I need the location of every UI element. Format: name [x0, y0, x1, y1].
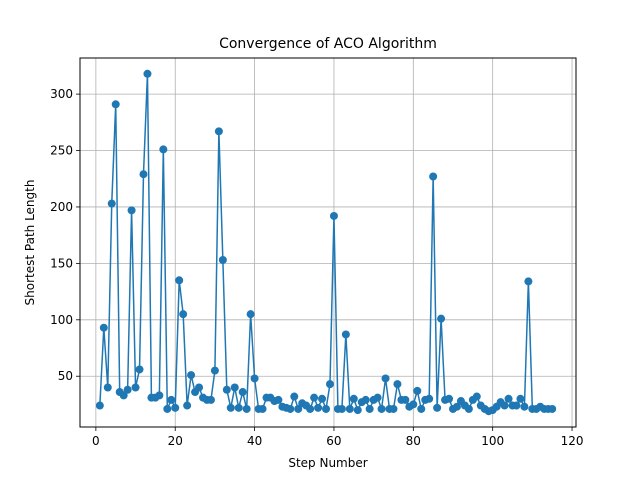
data-point — [234, 403, 243, 412]
data-point — [143, 69, 152, 78]
data-point — [445, 394, 454, 403]
data-point — [246, 310, 255, 319]
axis-ticks: 0 20 40 60 80 100 120 50 100 150 200 250 300 — [50, 87, 583, 448]
y-tick-label: 150 — [50, 256, 73, 270]
data-point — [107, 199, 116, 208]
data-point — [337, 404, 346, 413]
data-point — [381, 374, 390, 383]
data-point — [322, 404, 331, 413]
data-point — [163, 404, 172, 413]
data-point — [500, 401, 509, 410]
data-point — [341, 330, 350, 339]
data-point — [361, 395, 370, 404]
data-point — [226, 403, 235, 412]
data-point — [171, 403, 180, 412]
data-point — [159, 145, 168, 154]
data-point — [377, 404, 386, 413]
data-point — [175, 276, 184, 285]
data-point — [345, 404, 354, 413]
data-point — [123, 385, 132, 394]
data-point — [548, 404, 557, 413]
data-point — [389, 404, 398, 413]
data-point — [167, 395, 176, 404]
data-point — [218, 255, 227, 264]
data-point — [99, 323, 108, 332]
data-point — [155, 391, 164, 400]
y-tick-label: 250 — [50, 144, 73, 158]
data-point — [306, 404, 315, 413]
x-tick-label: 0 — [92, 434, 100, 448]
plot-frame — [79, 57, 577, 428]
data-point — [222, 385, 231, 394]
data-point — [314, 403, 323, 412]
data-point — [131, 383, 140, 392]
data-point — [242, 404, 251, 413]
data-point — [349, 394, 358, 403]
data-point — [409, 400, 418, 409]
data-point — [210, 366, 219, 375]
data-point — [325, 380, 334, 389]
data-point — [179, 310, 188, 319]
x-tick-label: 60 — [326, 434, 341, 448]
x-tick-label: 100 — [481, 434, 504, 448]
data-point — [413, 386, 422, 395]
data-point — [187, 371, 196, 380]
data-point — [206, 395, 215, 404]
data-point — [516, 394, 525, 403]
y-tick-label: 200 — [50, 200, 73, 214]
data-point — [429, 172, 438, 181]
data-point — [127, 206, 136, 215]
data-point — [183, 401, 192, 410]
x-tick-label: 120 — [561, 434, 584, 448]
data-point — [472, 392, 481, 401]
data-point — [401, 395, 410, 404]
data-point — [258, 404, 267, 413]
x-tick-label: 20 — [168, 434, 183, 448]
data-point — [433, 403, 442, 412]
data-point — [504, 394, 513, 403]
data-point — [437, 314, 446, 323]
data-point — [95, 401, 104, 410]
y-axis-label: Shortest Path Length — [23, 180, 37, 306]
data-point — [286, 404, 295, 413]
data-point — [373, 393, 382, 402]
series — [95, 69, 557, 416]
data-point — [310, 393, 319, 402]
grid — [80, 58, 576, 427]
data-point — [119, 391, 128, 400]
data-point — [238, 388, 247, 397]
data-point — [103, 383, 112, 392]
data-point — [195, 383, 204, 392]
data-point — [524, 277, 533, 286]
data-point — [111, 100, 120, 109]
data-point — [393, 380, 402, 389]
data-point — [512, 401, 521, 410]
x-tick-label: 80 — [406, 434, 421, 448]
chart-title: Convergence of ACO Algorithm — [219, 36, 437, 52]
data-point — [464, 404, 473, 413]
data-point — [139, 170, 148, 179]
data-point — [365, 404, 374, 413]
data-point — [318, 394, 327, 403]
data-point — [290, 392, 299, 401]
data-point — [250, 374, 259, 383]
data-point — [294, 404, 303, 413]
data-point — [214, 127, 223, 136]
data-point — [417, 404, 426, 413]
y-tick-label: 50 — [58, 369, 73, 383]
data-point — [353, 406, 362, 415]
x-axis-label: Step Number — [288, 456, 367, 470]
data-point — [329, 211, 338, 220]
data-point — [230, 383, 239, 392]
data-point — [135, 365, 144, 374]
data-point — [452, 402, 461, 411]
y-tick-label: 100 — [50, 313, 73, 327]
data-point — [274, 395, 283, 404]
x-tick-label: 40 — [247, 434, 262, 448]
data-point — [425, 394, 434, 403]
data-point — [520, 402, 529, 411]
y-tick-label: 300 — [50, 87, 73, 101]
